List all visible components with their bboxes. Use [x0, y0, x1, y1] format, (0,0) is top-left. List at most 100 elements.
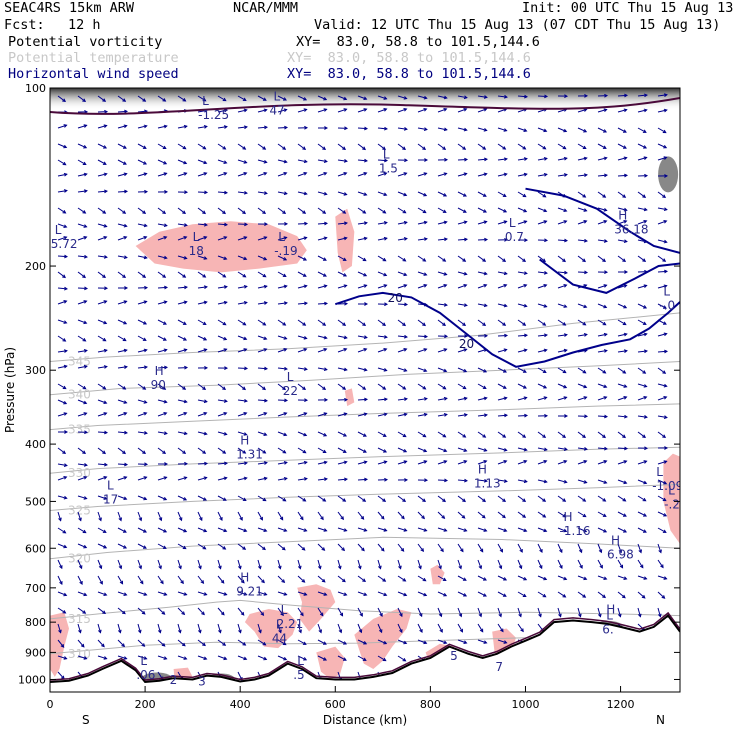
wind-vector — [337, 143, 347, 151]
wind-vector — [497, 479, 508, 483]
wind-vector — [657, 269, 669, 274]
wind-speed-label: 20 — [459, 337, 474, 351]
svg-text:22: 22 — [283, 384, 298, 398]
wind-vector — [577, 94, 589, 98]
wind-vector — [177, 461, 189, 466]
wind-vector — [517, 220, 528, 225]
wind-vector — [457, 623, 463, 633]
wind-vector — [357, 95, 368, 101]
wind-vector — [137, 431, 148, 435]
wind-vector — [197, 495, 207, 501]
wind-vector — [597, 479, 608, 484]
wind-vector — [377, 236, 388, 241]
wind-vector — [237, 95, 247, 101]
wind-vector — [537, 143, 547, 150]
wind-vector — [457, 396, 468, 401]
wind-vector — [277, 95, 287, 101]
x-tick-label: 800 — [420, 698, 441, 711]
theta-contour-layer: 345 340 335 330 325 320 315 310 — [50, 312, 680, 661]
extremum-label: L18 — [189, 230, 204, 258]
terrain-line — [50, 614, 680, 684]
extremum-label: L2.21 — [277, 603, 304, 631]
wind-vector — [477, 607, 483, 618]
wind-vector — [337, 623, 343, 634]
wind-vector — [557, 543, 563, 554]
wind-vector — [137, 447, 147, 455]
wind-vector — [497, 639, 508, 644]
wind-vector — [57, 319, 68, 324]
wind-vector — [237, 172, 248, 177]
wind-vector — [277, 236, 288, 241]
wind-vector — [197, 348, 208, 353]
wind-vector — [657, 93, 668, 97]
wind-vector — [397, 367, 408, 372]
wind-vector — [57, 95, 67, 103]
wind-vector — [657, 607, 662, 618]
wind-vector — [57, 159, 67, 166]
wind-vector — [77, 527, 87, 534]
wind-vector — [557, 143, 567, 150]
pv-shaded-region — [50, 612, 69, 677]
wind-vector — [157, 365, 169, 370]
wind-vector — [237, 655, 248, 661]
wind-vector — [97, 495, 108, 500]
wind-vector — [277, 284, 288, 289]
wind-vector — [157, 285, 169, 290]
wind-vector — [637, 93, 648, 98]
wind-vector — [257, 125, 269, 130]
wind-vector — [157, 431, 168, 435]
wind-vector — [457, 607, 463, 618]
wind-vector — [177, 511, 183, 522]
wind-vector — [517, 383, 527, 389]
wind-vector — [377, 397, 388, 402]
wind-vector — [197, 527, 208, 533]
svg-text:L: L — [273, 89, 280, 103]
wind-vector — [437, 334, 449, 339]
wind-vector — [557, 207, 568, 213]
wind-vector — [537, 413, 549, 418]
wind-vector — [537, 459, 548, 465]
svg-text:2: 2 — [170, 673, 178, 687]
wind-vector — [517, 575, 528, 581]
wind-vector — [117, 383, 127, 390]
wind-vector — [137, 143, 147, 149]
wind-vector — [597, 303, 608, 309]
wind-vector — [617, 270, 629, 274]
wind-vector — [517, 607, 522, 618]
wind-vector — [97, 591, 108, 597]
wind-vector — [217, 319, 227, 326]
wind-vector — [657, 395, 668, 401]
wind-vector — [177, 235, 188, 241]
wind-vector — [217, 399, 228, 403]
wind-vector — [617, 591, 626, 599]
wind-vector — [237, 207, 247, 215]
wind-vector — [297, 460, 308, 465]
wind-vector — [637, 191, 647, 198]
wind-vector — [537, 127, 548, 133]
wind-vector — [457, 319, 467, 327]
wind-vector — [97, 412, 108, 417]
wind-vector — [617, 303, 628, 309]
wind-vector — [177, 223, 188, 227]
wind-vector — [57, 447, 67, 455]
wind-vector — [317, 623, 323, 634]
x-axis-title: Distance (km) — [323, 713, 407, 727]
wind-vector — [377, 207, 387, 214]
wind-vector — [457, 447, 468, 452]
wind-vector — [277, 271, 287, 278]
wind-vector — [497, 157, 508, 162]
wind-vector — [217, 108, 228, 113]
wind-vector — [177, 476, 188, 481]
wind-vector — [577, 270, 589, 275]
wind-vector — [77, 655, 88, 660]
wind-vector — [497, 237, 509, 242]
wind-vector — [397, 447, 408, 453]
extremum-label: H36.18 — [614, 209, 648, 237]
svg-text:5.72: 5.72 — [51, 237, 78, 251]
wind-vector — [217, 236, 228, 241]
wind-vector — [177, 365, 189, 370]
y-tick-label: 200 — [25, 260, 46, 273]
wind-vector — [157, 399, 168, 404]
wind-vector — [197, 383, 207, 390]
wind-vector — [197, 575, 205, 584]
